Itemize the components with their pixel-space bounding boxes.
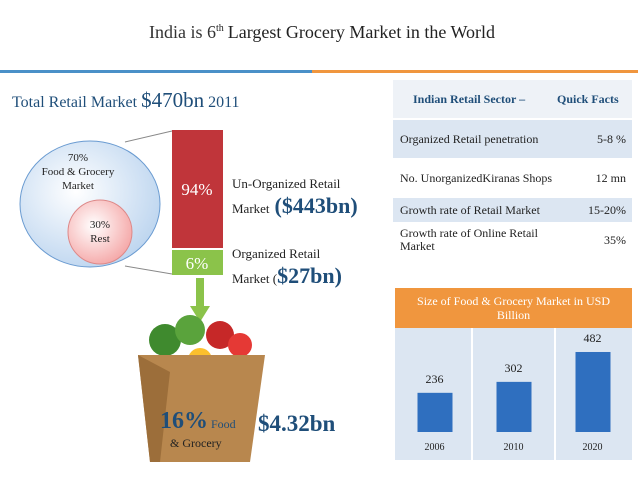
grocery-line: 16% Food [160, 408, 236, 434]
organized-block [172, 250, 223, 275]
bar [496, 381, 532, 432]
value-label: 482 [584, 331, 602, 345]
food-label: Market [62, 180, 94, 192]
unorganized-block [172, 130, 223, 248]
bar [575, 351, 611, 432]
arrow-head [190, 306, 210, 322]
organized-label: Organized Retail [232, 246, 321, 261]
connector [124, 130, 173, 143]
facts-row: No. UnorganizedKiranas Shops 12 mn [393, 158, 632, 198]
facts-row: Organized Retail penetration 5-8 % [393, 120, 632, 158]
total-year: 2011 [208, 94, 239, 111]
grocery-label: Food [211, 417, 236, 431]
total-label: Total Retail Market [12, 94, 138, 111]
value-label: 236 [426, 372, 444, 386]
organized-amount: $27bn) [277, 263, 342, 288]
unorganized-label: Un-Organized Retail [232, 176, 341, 191]
total-amount: $470bn [141, 88, 205, 112]
facts-subtitle: Quick Facts [557, 92, 619, 106]
unorganized-label: Market [232, 201, 270, 216]
fact-label: Growth rate of Retail Market [400, 202, 540, 217]
bar-chart: 236 2006 302 2010 482 2020 [417, 331, 611, 453]
grocery-label: & Grocery [170, 436, 222, 450]
fact-value: 5-8 % [597, 131, 626, 146]
facts-title: Indian Retail Sector – [413, 92, 526, 106]
facts-header-bg [393, 80, 632, 118]
organized-pct: 6% [186, 254, 209, 273]
page-title: India is 6th Largest Grocery Market in th… [149, 22, 495, 42]
organized-label: Market ( [232, 271, 277, 286]
fact-value: 15-20% [588, 202, 626, 217]
food-label: Food & Grocery [42, 166, 115, 178]
grocery-amount: $4.32bn [258, 411, 336, 436]
x-tick-label: 2010 [504, 442, 524, 453]
rest-circle [67, 199, 133, 265]
rest-pct: 30% [90, 219, 110, 231]
arrow-shaft [196, 278, 204, 308]
fact-label: Organized Retail penetration [400, 131, 539, 146]
grocery-pct: 16% [160, 408, 208, 434]
organized-line: Market ($27bn) [232, 263, 342, 288]
bar [417, 392, 453, 432]
fact-label: No. UnorganizedKiranas Shops [400, 170, 553, 185]
rest-label: Rest [90, 233, 110, 245]
rule-orange [312, 70, 638, 73]
connector [124, 265, 173, 275]
food-pct: 70% [68, 152, 88, 164]
unorganized-amount: ($443bn) [275, 193, 358, 218]
unorganized-line: Market ($443bn) [232, 193, 358, 218]
x-tick-label: 2006 [425, 442, 445, 453]
facts-row: Growth rate of Retail Market 15-20% [393, 198, 632, 222]
total-line: Total Retail Market $470bn 2011 [12, 88, 239, 112]
fact-label: Growth rate of Online Retail Market [400, 226, 538, 253]
value-label: 302 [505, 361, 523, 375]
fact-value: 35% [604, 232, 626, 247]
grocery-bag [138, 315, 265, 462]
chart-title: Size of Food & Grocery Market in USD Bil… [395, 288, 632, 328]
facts-row: Growth rate of Online Retail Market 35% [393, 222, 632, 258]
unorganized-pct: 94% [181, 180, 212, 199]
fact-value: 12 mn [595, 170, 626, 185]
title-sup: th [216, 23, 224, 34]
rule-blue [0, 70, 312, 73]
x-tick-label: 2020 [583, 442, 603, 453]
title-text: India is 6 [149, 22, 216, 42]
title-rest: Largest Grocery Market in the World [228, 22, 495, 42]
